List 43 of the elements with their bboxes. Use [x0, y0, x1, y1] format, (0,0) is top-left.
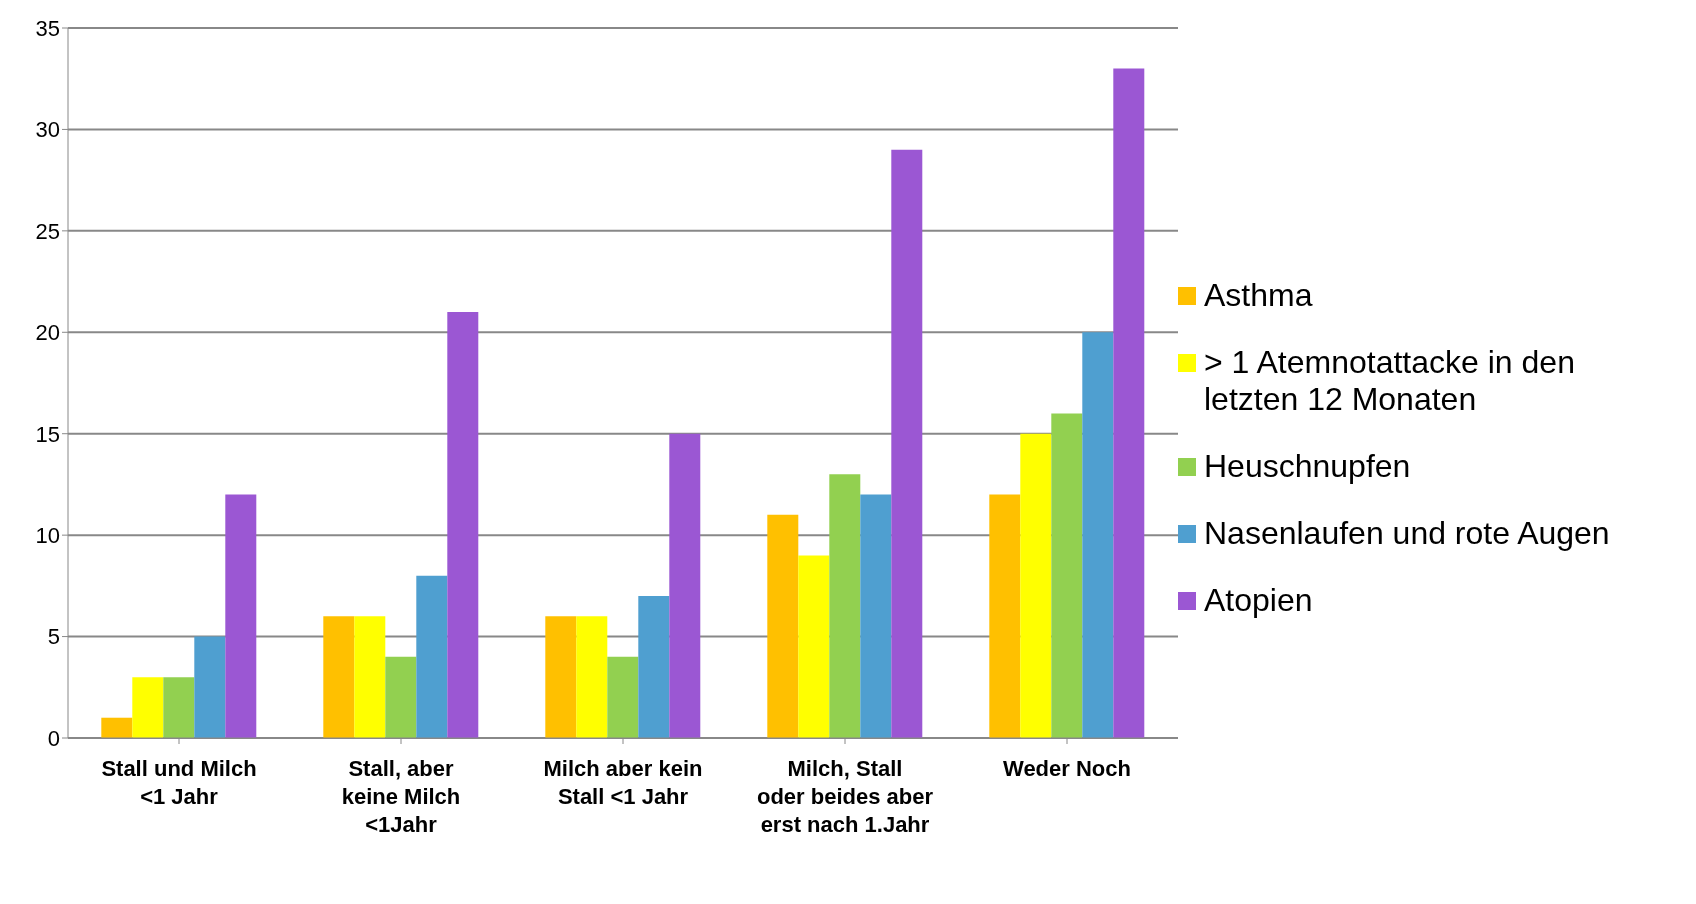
bar: [323, 616, 355, 738]
y-tick-label: 5: [47, 624, 60, 650]
x-tick-label: Milch aber kein Stall <1 Jahr: [543, 756, 703, 809]
legend-label: Atopien: [1204, 582, 1314, 619]
bar: [385, 656, 417, 738]
legend-label: Heuschnupfen: [1204, 448, 1412, 485]
legend-label: > 1 Atemnotattacke in den letzten 12 Monaten: [1204, 344, 1576, 418]
bar: [891, 149, 923, 738]
bar: [576, 616, 608, 738]
y-tick-label: 10: [35, 522, 60, 548]
bar: [354, 616, 386, 738]
bar: [194, 636, 226, 738]
bar: [798, 555, 830, 738]
y-tick-label: 20: [35, 320, 60, 346]
bar: [225, 494, 257, 738]
legend-label: Nasenlaufen und rote Augen: [1204, 515, 1611, 552]
bar: [101, 717, 133, 738]
bar: [638, 596, 670, 738]
bar: [829, 474, 861, 738]
bar: [860, 494, 892, 738]
bar: [1020, 433, 1052, 738]
bar: [669, 433, 701, 738]
bar: [545, 616, 577, 738]
bar: [989, 494, 1021, 738]
y-tick-label: 30: [35, 117, 60, 143]
bar: [132, 677, 164, 738]
x-tick-label: Stall, aber keine Milch <1Jahr: [341, 756, 461, 837]
y-tick-label: 0: [47, 725, 60, 751]
bar: [416, 575, 448, 738]
bar: [1051, 413, 1083, 738]
bar: [607, 656, 639, 738]
y-tick-label: 15: [35, 421, 60, 447]
bar: [767, 514, 799, 738]
bar: [163, 677, 195, 738]
legend-label: Asthma: [1204, 277, 1314, 314]
y-tick-label: 25: [35, 218, 60, 244]
bar: [447, 312, 479, 738]
y-tick-label: 35: [35, 15, 60, 41]
bar: [1082, 332, 1114, 738]
x-tick-label: Milch, Stall oder beides aber erst nach 1.Jahr: [756, 756, 934, 837]
x-tick-label: Weder Noch: [1003, 756, 1131, 781]
x-tick-label: Stall und Milch <1 Jahr: [101, 756, 257, 809]
bar: [1113, 68, 1145, 738]
